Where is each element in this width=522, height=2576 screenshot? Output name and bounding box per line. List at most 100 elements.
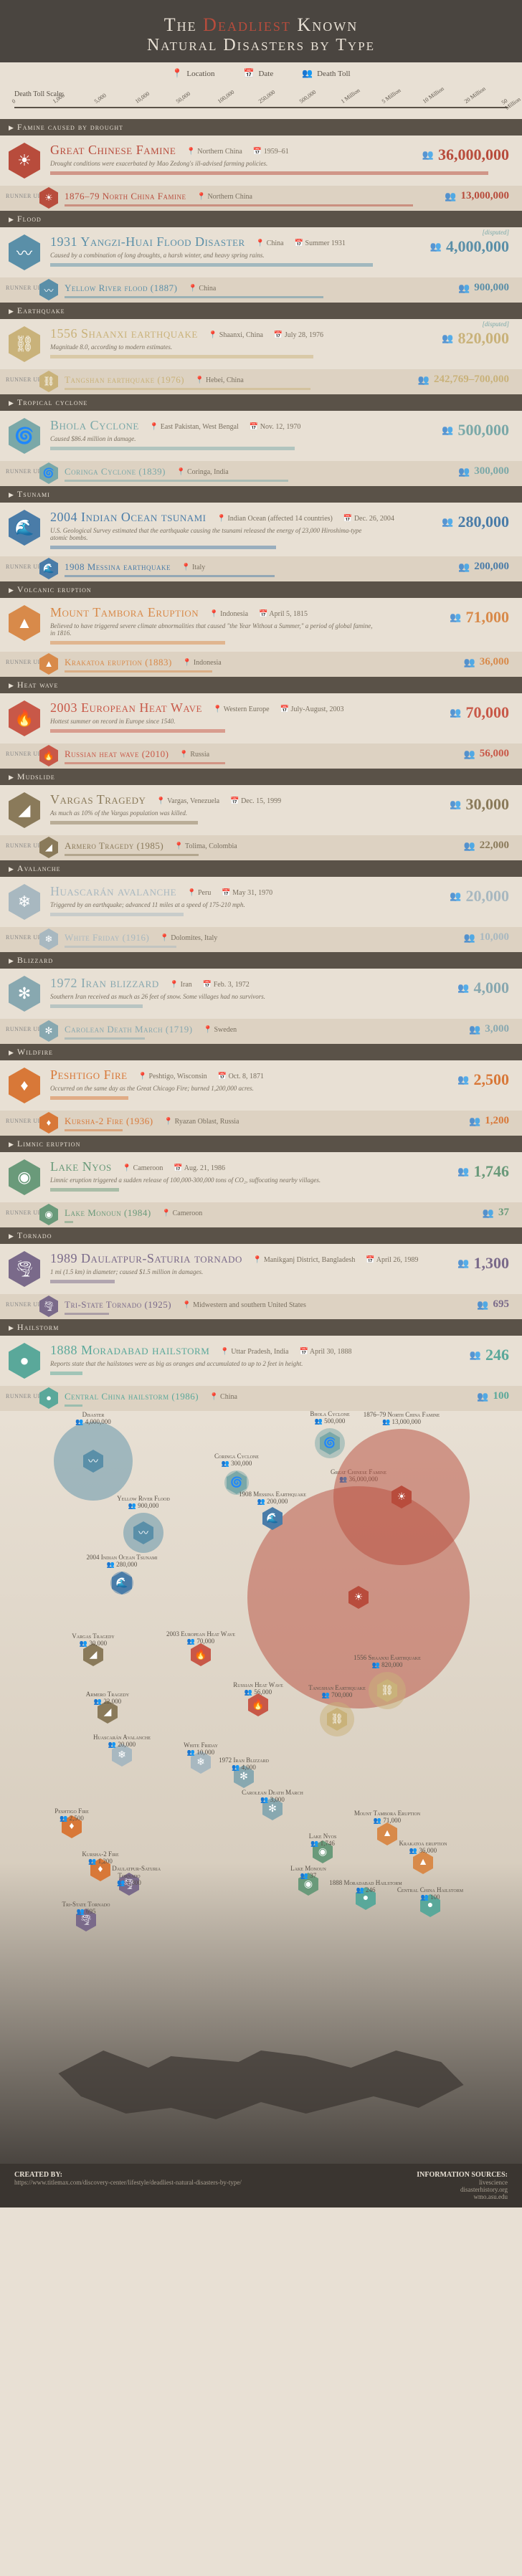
disaster-icon: 🌊: [9, 510, 40, 546]
bubble-label: 2003 European Heat Wave👥 70,000: [161, 1631, 240, 1645]
disaster-title: Coringa Cyclone (1839): [65, 466, 166, 477]
disaster-icon: ◢: [9, 792, 40, 828]
location: 📍 Indonesia: [183, 659, 222, 667]
disaster-desc: Magnitude 8.0, according to modern estim…: [50, 343, 373, 351]
disaster-icon: ●: [9, 1343, 40, 1379]
disaster-meta: 📍 Sweden: [204, 1026, 237, 1034]
disputed-label: [disputed]: [482, 229, 509, 236]
death-toll: 👥36,000: [464, 656, 509, 668]
bubble-toll: 👥 37: [269, 1873, 348, 1880]
disaster-runner-up: RUNNER UP◉Lake Monoun (1984)📍 Cameroon👥3…: [0, 1202, 522, 1227]
runner-up-label: RUNNER UP: [6, 1118, 42, 1124]
disaster-desc: Occurred on the same day as the Great Ch…: [50, 1085, 373, 1092]
toll-bar: [50, 1004, 143, 1008]
disaster-desc: Believed to have triggered severe climat…: [50, 622, 373, 637]
death-toll: 👥20,000: [450, 887, 509, 906]
runner-up-label: RUNNER UP: [6, 751, 42, 757]
death-toll: 👥2,500: [457, 1070, 509, 1089]
location: 📍 East Pakistan, West Bengal: [150, 423, 239, 431]
people-icon: 👥: [470, 1349, 481, 1361]
death-toll: 👥1,200: [469, 1115, 509, 1127]
disaster-runner-up: RUNNER UP▲Krakatoa eruption (1883)📍 Indo…: [0, 652, 522, 677]
disaster-meta: 📍 Western Europe📅 July-August, 2003: [213, 705, 344, 713]
date: 📅 April 26, 1989: [366, 1256, 418, 1264]
date: 📅 Nov. 12, 1970: [250, 423, 301, 431]
category-header: Tsunami: [0, 486, 522, 503]
location: 📍 Sweden: [204, 1026, 237, 1034]
toll-bar: [65, 670, 212, 672]
toll-bar: [65, 296, 323, 298]
disaster-title: Krakatoa eruption (1883): [65, 657, 172, 667]
disaster-meta: 📍 Ryazan Oblast, Russia: [164, 1118, 239, 1126]
disaster-primary: 🔥2003 European Heat Wave📍 Western Europe…: [0, 693, 522, 743]
disaster-title: Russian heat wave (2010): [65, 748, 169, 759]
disaster-title: Lake Nyos: [50, 1159, 112, 1174]
bubble-label: Lake Nyos👥 1,746: [283, 1833, 362, 1848]
toll-bar: [50, 641, 225, 645]
bubble-toll: 👥 56,000: [219, 1689, 298, 1696]
disaster-icon: ❄: [39, 928, 58, 950]
bubble-label: Russian Heat Wave👥 56,000: [219, 1682, 298, 1696]
disaster-meta: 📍 Coringa, India: [176, 468, 229, 476]
toll-bar: [65, 1037, 145, 1040]
category: Tornado🌪1989 Daulatpur-Saturia tornado📍 …: [0, 1227, 522, 1319]
disaster-runner-up: RUNNER UP✻Carolean Death March (1719)📍 S…: [0, 1019, 522, 1044]
location: 📍 Coringa, India: [176, 468, 229, 476]
bubble-toll: 👥 280,000: [82, 1562, 161, 1569]
disaster-title: Central China hailstorm (1986): [65, 1391, 199, 1402]
people-icon: 👥: [450, 707, 461, 718]
toll-bar: [50, 171, 488, 175]
disaster-meta: 📍 Shaanxi, China📅 July 28, 1976: [209, 331, 323, 339]
bubble-toll: 👥 4,000,000: [54, 1419, 133, 1426]
category: Famine caused by drought☀Great Chinese F…: [0, 119, 522, 211]
runner-up-label: RUNNER UP: [6, 468, 42, 475]
bubble-label: Central China Hailstorm👥 100: [391, 1887, 470, 1901]
disaster-title: 2003 European Heat Wave: [50, 700, 202, 715]
disaster-title: Tangshan earthquake (1976): [65, 374, 184, 385]
toll-bar: [50, 1372, 82, 1375]
toll-bar: [65, 854, 199, 856]
disaster-title: White Friday (1916): [65, 932, 149, 943]
disaster-meta: 📍 Italy: [181, 564, 205, 571]
disaster-meta: 📍 Hebei, China: [195, 376, 244, 384]
category-header: Mudslide: [0, 769, 522, 785]
category: Heat wave🔥2003 European Heat Wave📍 Weste…: [0, 677, 522, 769]
bubble-label: 1556 Shaanxi Earthquake👥 820,000: [348, 1655, 427, 1669]
bubble-label: Bhola Cyclone👥 500,000: [290, 1411, 369, 1425]
date: 📅 Feb. 3, 1972: [203, 981, 250, 989]
death-toll: 👥242,769–700,000: [418, 374, 509, 386]
death-toll: 👥1,300: [457, 1254, 509, 1273]
location: 📍 Italy: [181, 564, 205, 571]
bubble-toll: 👥 200,000: [233, 1498, 312, 1506]
bubble-label: Vargas Tragedy👥 30,000: [54, 1633, 133, 1648]
disaster-meta: 📍 Peru📅 May 31, 1970: [187, 889, 272, 897]
disaster-meta: 📍 Uttar Pradesh, India📅 April 30, 1888: [220, 1348, 351, 1356]
category-header: Hailstorm: [0, 1319, 522, 1336]
disaster-runner-up: RUNNER UP◢Armero Tragedy (1985)📍 Tolima,…: [0, 835, 522, 860]
bubble-label: 1908 Messina Earthquake👥 200,000: [233, 1491, 312, 1506]
bubble-label: 1931 Yangzi-Huai Flood Disaster👥 4,000,0…: [54, 1411, 133, 1426]
death-toll: 👥22,000: [464, 840, 509, 852]
disaster-desc: Limnic eruption triggered a sudden relea…: [50, 1177, 373, 1184]
disaster-meta: 📍 Russia: [179, 751, 209, 759]
location: 📍 Ryazan Oblast, Russia: [164, 1118, 239, 1126]
calendar-icon: 📅: [244, 68, 255, 79]
date: 📅 April 30, 1888: [300, 1348, 352, 1356]
disaster-meta: 📍 China📅 Summer 1931: [256, 239, 346, 247]
bubble-label: Mount Tambora Eruption👥 71,000: [348, 1810, 427, 1825]
death-toll: 👥36,000,000: [422, 146, 509, 164]
date: 📅 Aug. 21, 1986: [174, 1164, 225, 1172]
toll-bar: [50, 546, 276, 549]
disaster-meta: 📍 China: [188, 285, 216, 293]
legend-date: 📅Date: [244, 68, 274, 79]
bubble-label: Carolean Death March👥 3,000: [233, 1790, 312, 1804]
bubble-toll: 👥 71,000: [348, 1817, 427, 1825]
pin-icon: 📍: [171, 68, 182, 79]
people-icon: 👥: [483, 1207, 494, 1219]
people-icon: 👥: [450, 799, 461, 810]
disaster-desc: Triggered by an earthquake; advanced 11 …: [50, 901, 373, 908]
date: 📅 April 5, 1815: [259, 610, 308, 618]
disaster-desc: Reports state that the hailstones were a…: [50, 1360, 373, 1367]
toll-bar: [50, 447, 295, 450]
disaster-icon: 🌀: [39, 462, 58, 484]
